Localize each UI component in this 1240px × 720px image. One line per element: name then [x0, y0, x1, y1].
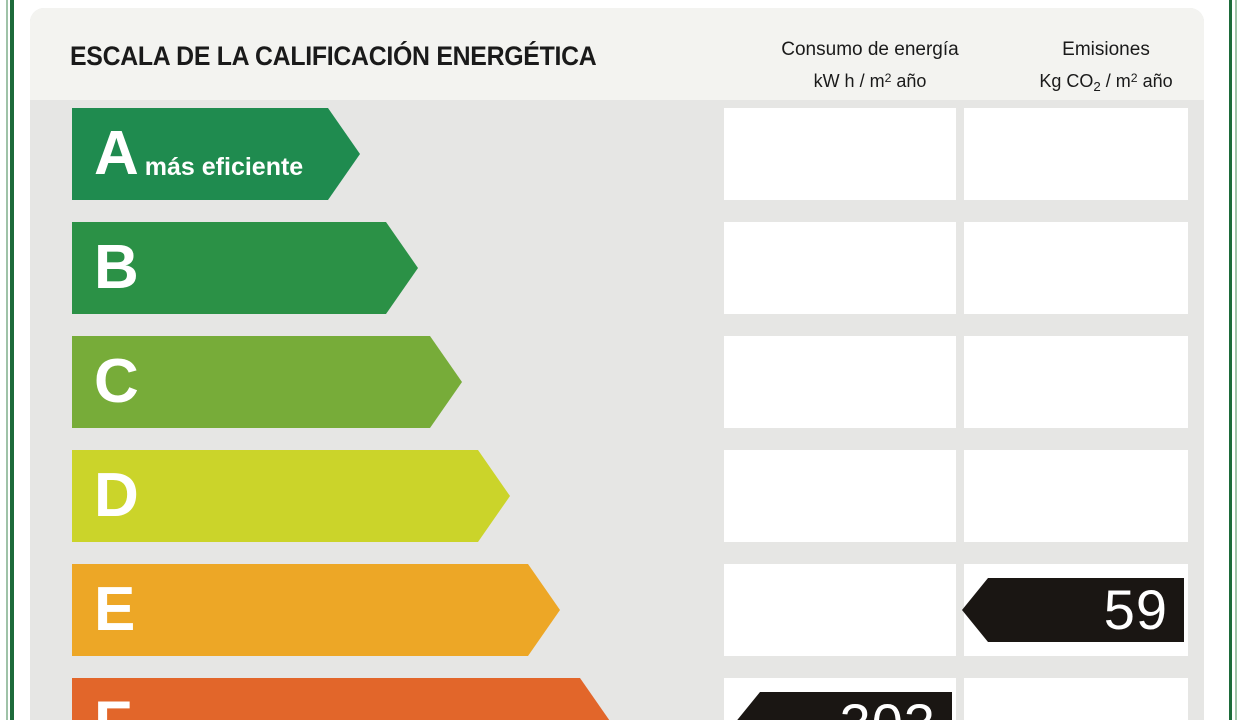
emisiones-value: 59	[1103, 578, 1168, 641]
rating-row: C	[0, 336, 1240, 428]
rating-band-b: B	[72, 222, 418, 314]
page-edge-rule-right	[1229, 0, 1232, 720]
rating-row: F 303	[0, 678, 1240, 720]
band-arrow-shape	[72, 450, 510, 542]
emisiones-value-tag: 59	[962, 578, 1184, 642]
consumo-cell	[724, 222, 956, 314]
page-edge-rule-left-soft	[6, 0, 8, 720]
band-arrow-shape	[72, 108, 360, 200]
rating-row: E 59	[0, 564, 1240, 656]
page-edge-rule-left	[10, 0, 14, 720]
column-header-emisiones-label: Emisiones	[1062, 39, 1150, 60]
band-note: más eficiente	[144, 153, 304, 181]
consumo-value-tag: 303	[734, 692, 952, 720]
consumo-value: 303	[840, 696, 952, 720]
band-letter: C	[94, 347, 139, 416]
band-letter: B	[94, 233, 139, 302]
rating-band-e: E	[72, 564, 560, 656]
band-arrow-shape	[72, 222, 418, 314]
emisiones-cell	[964, 450, 1188, 542]
rating-row: D	[0, 450, 1240, 542]
column-header-emisiones: Emisiones Kg CO2 / m2 año	[990, 36, 1222, 101]
rating-band-d: D	[72, 450, 510, 542]
band-letter: E	[94, 575, 136, 644]
consumo-cell	[724, 564, 956, 656]
emisiones-cell	[964, 108, 1188, 200]
consumo-cell	[724, 336, 956, 428]
certificate-header: ESCALA DE LA CALIFICACIÓN ENERGÉTICA Con…	[30, 8, 1204, 100]
column-header-emisiones-units: Kg CO2 / m2 año	[1039, 71, 1173, 94]
band-letter: F	[94, 693, 132, 720]
column-header-consumo-label: Consumo de energía	[781, 39, 959, 60]
rating-row: B	[0, 222, 1240, 314]
band-arrow-shape	[72, 336, 462, 428]
page-edge-rule-right-soft	[1235, 0, 1237, 720]
consumo-cell	[724, 450, 956, 542]
page-title: ESCALA DE LA CALIFICACIÓN ENERGÉTICA	[70, 41, 597, 71]
column-header-consumo-units: kW h / m2 año	[813, 71, 927, 92]
band-arrow-shape	[72, 564, 560, 656]
emisiones-cell	[964, 222, 1188, 314]
band-arrow-shape	[72, 678, 612, 720]
emisiones-cell	[964, 336, 1188, 428]
rating-band-c: C	[72, 336, 462, 428]
band-letter: D	[94, 461, 139, 530]
band-letter: A	[94, 119, 139, 188]
emisiones-cell	[964, 678, 1188, 720]
column-header-consumo: Consumo de energía kW h / m2 año	[750, 36, 990, 95]
consumo-cell	[724, 108, 956, 200]
rating-band-f: F	[72, 678, 612, 720]
